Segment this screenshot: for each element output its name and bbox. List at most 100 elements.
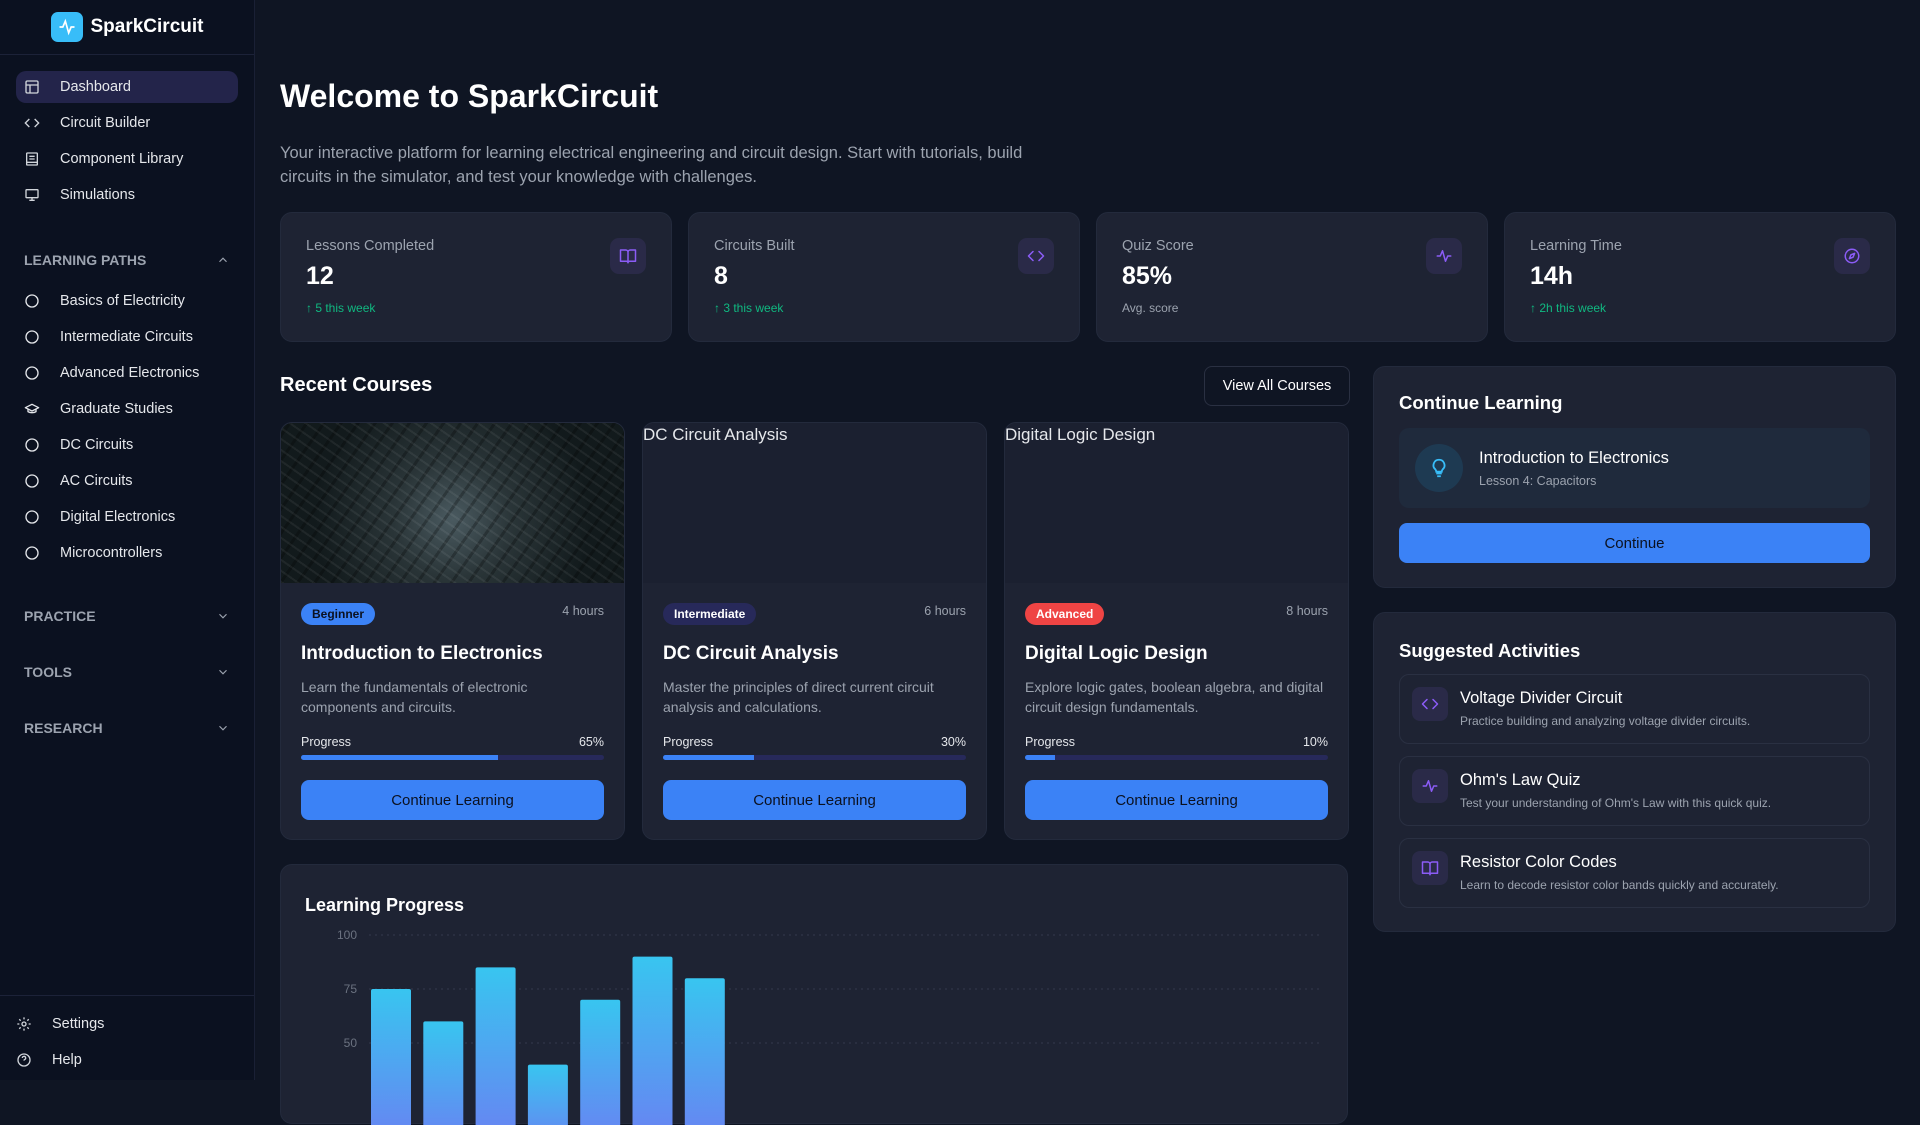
stat-value: 8 [714, 262, 728, 290]
gear-icon [17, 1017, 31, 1031]
learning-path-item[interactable]: Intermediate Circuits [16, 321, 238, 353]
nav-circuit-builder[interactable]: Circuit Builder [16, 107, 238, 139]
course-card[interactable]: Beginner 4 hours Introduction to Electron… [280, 422, 625, 840]
level-badge: Intermediate [663, 603, 757, 625]
arrow-up-icon: ↑ [306, 301, 316, 315]
chart-bar[interactable] [423, 1021, 464, 1125]
chart-bar[interactable] [527, 1064, 568, 1125]
y-tick-label: 75 [344, 982, 358, 996]
stat-card: Learning Time 14h ↑ 2h this week [1504, 212, 1896, 342]
help-circle-icon [17, 1053, 31, 1067]
main-nav: Dashboard Circuit Builder Component Libr… [0, 55, 254, 211]
nav-label: Graduate Studies [60, 401, 173, 417]
activity-item[interactable]: Voltage Divider Circuit Practice building… [1399, 674, 1870, 744]
progress-label: Progress [301, 735, 352, 749]
view-all-courses-button[interactable]: View All Courses [1204, 366, 1350, 406]
activity-logo-icon [50, 12, 83, 42]
nav-label: Microcontrollers [60, 545, 163, 561]
nav-label: Advanced Electronics [60, 365, 200, 381]
circle-icon [25, 546, 39, 560]
nav-component-library[interactable]: Component Library [16, 143, 238, 175]
book-open-icon [1421, 861, 1439, 876]
section-toggle-tools[interactable]: TOOLS [0, 657, 254, 687]
course-image-alt: Digital Logic Design [1005, 425, 1156, 444]
page-description: Your interactive platform for learning e… [280, 144, 1023, 186]
chevron-down-icon [219, 613, 227, 619]
progress-bar [301, 755, 604, 760]
activity-icon-wrap [1412, 769, 1448, 803]
section-learning-paths-toggle[interactable]: LEARNING PATHS [0, 245, 254, 275]
nav-settings[interactable]: Settings [16, 1008, 238, 1040]
chart-bar[interactable] [580, 999, 621, 1125]
course-duration: 4 hours [562, 604, 604, 618]
nav-label: Help [52, 1052, 82, 1068]
section-toggle-research[interactable]: RESEARCH [0, 713, 254, 743]
arrow-up-icon: ↑ [1530, 301, 1540, 315]
sidebar: SparkCircuit Dashboard Circuit Builder C… [0, 0, 255, 1080]
progress-value: 30% [940, 735, 966, 749]
learning-path-item[interactable]: DC Circuits [16, 429, 238, 461]
page-title: Welcome to SparkCircuit [280, 78, 659, 114]
nav-label: Intermediate Circuits [60, 329, 193, 345]
logo[interactable]: SparkCircuit [0, 0, 254, 55]
course-description: Learn the fundamentals of electronic com… [301, 679, 528, 715]
learning-paths-list: Basics of Electricity Intermediate Circui… [0, 285, 254, 569]
stat-trend-text: 3 this week [723, 301, 784, 315]
chart-bar[interactable] [684, 978, 725, 1125]
chart-bar[interactable] [475, 967, 516, 1125]
activity-icon [1436, 250, 1452, 262]
nav-dashboard[interactable]: Dashboard [16, 71, 238, 103]
section-title: TOOLS [24, 664, 72, 680]
learning-path-item[interactable]: Basics of Electricity [16, 285, 238, 317]
learning-progress-card: Learning Progress 100 75 50 [280, 864, 1348, 1125]
nav-label: Settings [52, 1016, 105, 1032]
stat-label: Lessons Completed [306, 238, 435, 254]
stat-icon-wrap [1018, 238, 1054, 274]
circle-icon [25, 474, 39, 488]
course-description: Explore logic gates, boolean algebra, an… [1025, 679, 1324, 715]
monitor-icon [25, 189, 39, 201]
stat-card: Quiz Score 85% Avg. score [1096, 212, 1488, 342]
progress-fill [663, 755, 754, 760]
course-card[interactable]: DC Circuit Analysis Intermediate 6 hours … [642, 422, 987, 840]
nav-label: Dashboard [60, 79, 131, 95]
arrow-up-icon: ↑ [714, 301, 724, 315]
circle-icon [25, 366, 39, 380]
continue-learning-button[interactable]: Continue Learning [1025, 780, 1328, 820]
nav-help[interactable]: Help [16, 1044, 238, 1076]
code-icon [24, 118, 40, 128]
stat-trend-text: 5 this week [315, 301, 376, 315]
course-list: Beginner 4 hours Introduction to Electron… [280, 422, 1349, 840]
learning-path-item[interactable]: Advanced Electronics [16, 357, 238, 389]
stat-card: Lessons Completed 12 ↑ 5 this week [280, 212, 672, 342]
learning-path-item[interactable]: AC Circuits [16, 465, 238, 497]
activity-item[interactable]: Resistor Color Codes Learn to decode resi… [1399, 838, 1870, 908]
course-duration: 6 hours [924, 604, 966, 618]
stat-label: Quiz Score [1122, 238, 1194, 254]
continue-button[interactable]: Continue [1399, 523, 1870, 563]
continue-learning-item[interactable]: Introduction to Electronics Lesson 4: Cap… [1399, 428, 1870, 508]
chart-bar[interactable] [632, 956, 673, 1125]
activity-title: Voltage Divider Circuit [1460, 689, 1623, 707]
layout-icon [25, 80, 39, 94]
learning-path-item[interactable]: Graduate Studies [16, 393, 238, 425]
level-badge: Advanced [1025, 603, 1105, 625]
learning-path-item[interactable]: Microcontrollers [16, 537, 238, 569]
activity-item[interactable]: Ohm's Law Quiz Test your understanding of… [1399, 756, 1870, 826]
stat-trend-text: Avg. score [1122, 301, 1179, 315]
course-card[interactable]: Digital Logic Design Advanced 8 hours Dig… [1004, 422, 1349, 840]
nav-simulations[interactable]: Simulations [16, 179, 238, 211]
continue-learning-button[interactable]: Continue Learning [301, 780, 604, 820]
section-title: RESEARCH [24, 720, 103, 736]
section-title: LEARNING PATHS [24, 252, 147, 268]
progress-label: Progress [1025, 735, 1076, 749]
stat-icon-wrap [1834, 238, 1870, 274]
progress-bar [663, 755, 966, 760]
stat-value: 12 [306, 262, 334, 290]
continue-learning-heading: Continue Learning [1399, 392, 1563, 413]
stats-row: Lessons Completed 12 ↑ 5 this week Circu… [280, 212, 1896, 342]
learning-path-item[interactable]: Digital Electronics [16, 501, 238, 533]
continue-learning-button[interactable]: Continue Learning [663, 780, 966, 820]
chart-bar[interactable] [371, 989, 411, 1125]
section-toggle-practice[interactable]: PRACTICE [0, 601, 254, 631]
